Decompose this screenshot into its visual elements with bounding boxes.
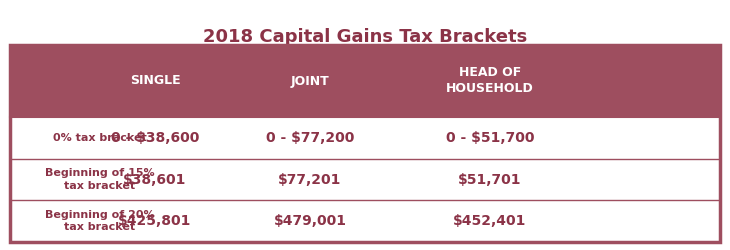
Text: 2018 Capital Gains Tax Brackets: 2018 Capital Gains Tax Brackets [203,28,527,46]
Text: JOINT: JOINT [291,74,329,88]
Bar [10,45,720,242]
Text: $51,701: $51,701 [458,172,522,186]
Bar [10,159,720,200]
Bar [10,45,720,117]
Text: 0% tax bracket: 0% tax bracket [53,133,147,143]
Bar [10,117,720,159]
Text: $425,801: $425,801 [118,214,192,228]
Text: Beginning of 20%
tax bracket: Beginning of 20% tax bracket [45,210,155,232]
Text: SINGLE: SINGLE [130,74,180,88]
Bar [10,200,720,242]
Text: $77,201: $77,201 [278,172,342,186]
Text: 0 - $51,700: 0 - $51,700 [446,131,534,145]
Text: $38,601: $38,601 [123,172,187,186]
Text: 0 - $38,600: 0 - $38,600 [111,131,199,145]
Text: $452,401: $452,401 [453,214,526,228]
Text: $479,001: $479,001 [274,214,347,228]
Text: Beginning of 15%
tax bracket: Beginning of 15% tax bracket [45,168,155,191]
Text: HEAD OF
HOUSEHOLD: HEAD OF HOUSEHOLD [446,66,534,96]
Text: 0 - $77,200: 0 - $77,200 [266,131,354,145]
